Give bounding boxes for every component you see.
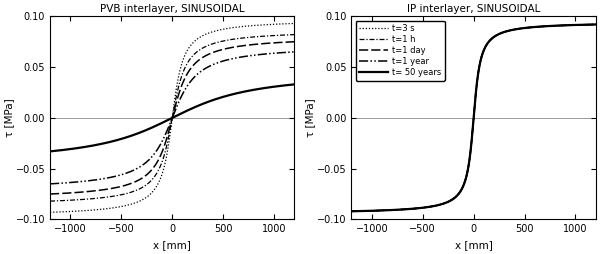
- Y-axis label: τ [MPa]: τ [MPa]: [4, 99, 14, 137]
- Title: IP interlayer, SINUSOIDAL: IP interlayer, SINUSOIDAL: [407, 4, 541, 14]
- X-axis label: x [mm]: x [mm]: [154, 240, 191, 250]
- Title: PVB interlayer, SINUSOIDAL: PVB interlayer, SINUSOIDAL: [100, 4, 245, 14]
- X-axis label: x [mm]: x [mm]: [455, 240, 493, 250]
- Legend: t=3 s, t=1 h, t=1 day, t=1 year, t= 50 years: t=3 s, t=1 h, t=1 day, t=1 year, t= 50 y…: [356, 21, 445, 81]
- Y-axis label: τ [MPa]: τ [MPa]: [305, 99, 316, 137]
